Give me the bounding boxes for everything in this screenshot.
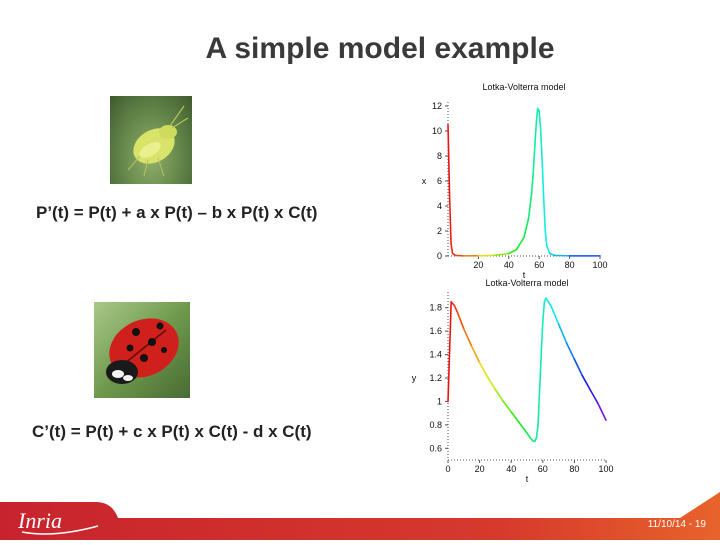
x-tick-label: 60 xyxy=(534,260,544,270)
series-segment xyxy=(464,329,472,347)
series-segment xyxy=(524,219,529,238)
series-segment xyxy=(546,298,551,305)
svg-text:Inria: Inria xyxy=(17,508,62,533)
series-segment xyxy=(450,194,452,244)
x-tick-label: 60 xyxy=(538,464,548,474)
y-axis-label: y xyxy=(412,373,417,383)
series-segment xyxy=(598,404,606,420)
chart-title: Lotka-Volterra model xyxy=(485,278,568,288)
series-segment xyxy=(533,150,535,175)
series-segment xyxy=(544,200,546,231)
series-segment xyxy=(545,231,547,246)
y-tick-label: 6 xyxy=(437,176,442,186)
series-segment xyxy=(574,359,582,375)
series-segment xyxy=(516,237,524,250)
y-tick-label: 4 xyxy=(437,201,442,211)
series-segment xyxy=(454,305,457,312)
y-tick-label: 8 xyxy=(437,151,442,161)
series-segment xyxy=(527,433,530,438)
slide-title: A simple model example xyxy=(0,32,720,66)
x-tick-label: 100 xyxy=(598,464,613,474)
series-segment xyxy=(541,322,543,355)
y-tick-label: 1.6 xyxy=(429,326,442,336)
ladybug-image xyxy=(94,302,190,398)
x-axis-label: t xyxy=(526,474,529,484)
series-segment xyxy=(559,324,567,343)
series-segment xyxy=(538,390,540,425)
series-segment xyxy=(456,255,464,256)
series-segment xyxy=(567,343,575,359)
series-segment xyxy=(536,109,538,125)
y-tick-label: 1 xyxy=(437,396,442,406)
predator-population-chart: Lotka-Volterra model 0.6 0.8 1 1.2 1.4 1.6 1.8 0… xyxy=(400,274,620,492)
series-segment xyxy=(529,194,532,219)
y-tick-label: 0 xyxy=(437,251,442,261)
series-segment xyxy=(551,305,559,324)
x-tick-label: 100 xyxy=(592,260,607,270)
chart-title: Lotka-Volterra model xyxy=(482,82,565,92)
x-tick-label: 0 xyxy=(445,464,450,474)
series-segment xyxy=(519,423,527,434)
prey-equation: P’(t) = P(t) + a x P(t) – b x P(t) x C(t… xyxy=(36,203,317,223)
y-tick-label: 0.8 xyxy=(429,420,442,430)
x-tick-label: 40 xyxy=(504,260,514,270)
series-segment xyxy=(511,412,519,423)
series-segment xyxy=(536,425,538,438)
footer-bar: Inria 11/10/14 - 19 xyxy=(0,492,720,540)
series-segment xyxy=(488,377,496,390)
x-tick-label: 80 xyxy=(569,464,579,474)
y-tick-label: 0.6 xyxy=(429,443,442,453)
aphid-image xyxy=(110,96,192,184)
x-tick-label: 20 xyxy=(475,464,485,474)
series-segment xyxy=(535,125,537,150)
series-segment xyxy=(590,390,598,404)
x-tick-label: 40 xyxy=(506,464,516,474)
y-axis-label: x xyxy=(422,176,427,186)
footer-date: 11/10/14 - 19 xyxy=(648,519,706,530)
series-segment xyxy=(509,250,517,254)
y-tick-label: 2 xyxy=(437,226,442,236)
x-tick-label: 20 xyxy=(473,260,483,270)
series-segment xyxy=(541,131,543,162)
predator-equation: C’(t) = P(t) + c x P(t) x C(t) - d x C(t… xyxy=(32,422,312,442)
inria-logo: Inria xyxy=(14,504,104,538)
y-tick-label: 12 xyxy=(432,101,442,111)
series-segment xyxy=(547,246,550,254)
series-segment xyxy=(494,254,509,256)
prey-population-chart: Lotka-Volterra model 0 2 4 6 8 10 12 20 40 60 80 100… xyxy=(410,76,620,286)
series-segment xyxy=(582,376,590,390)
series-segment xyxy=(451,244,453,254)
series-segment xyxy=(495,390,503,402)
series-segment xyxy=(480,363,488,377)
x-tick-label: 80 xyxy=(565,260,575,270)
series-segment xyxy=(554,255,569,256)
series-segment xyxy=(542,162,544,200)
series-segment xyxy=(503,401,511,412)
series-segment xyxy=(472,346,480,362)
series-segment xyxy=(532,175,534,194)
series-segment xyxy=(543,302,545,322)
y-tick-label: 1.4 xyxy=(429,350,442,360)
y-tick-label: 1.2 xyxy=(429,373,442,383)
series-segment xyxy=(457,312,463,328)
y-tick-label: 1.8 xyxy=(429,303,442,313)
series-segment xyxy=(540,355,542,390)
series-segment xyxy=(539,111,541,131)
y-tick-label: 10 xyxy=(432,126,442,136)
